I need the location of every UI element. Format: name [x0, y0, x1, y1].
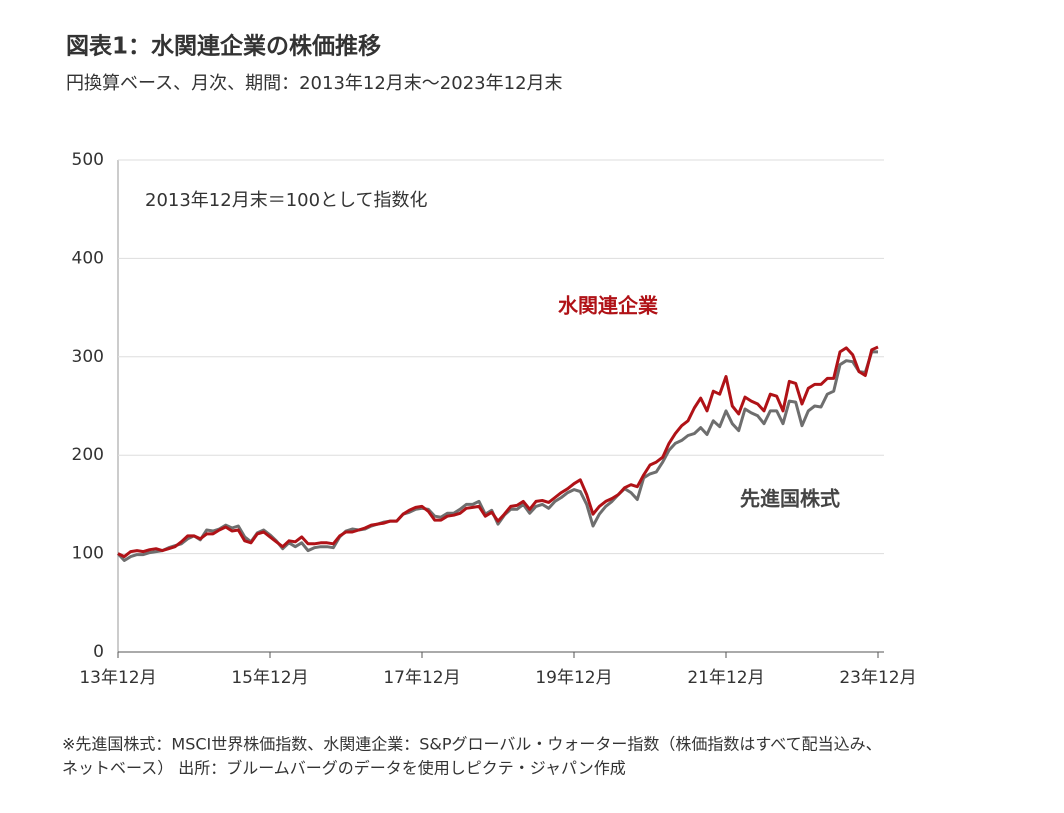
x-tick-label: 19年12月 [535, 668, 612, 688]
series-line [116, 350, 878, 562]
series-label: 先進国株式 [740, 487, 840, 511]
y-tick-label: 100 [72, 544, 104, 564]
x-tick-label: 21年12月 [687, 668, 764, 688]
x-tick-label: 15年12月 [231, 668, 308, 688]
y-tick-label: 0 [93, 642, 104, 662]
x-tick-label: 13年12月 [79, 668, 156, 688]
chart-title: 図表1：水関連企業の株価推移 [66, 33, 381, 60]
chart-subtitle: 円換算ベース、月次、期間：2013年12月末～2023年12月末 [66, 73, 563, 94]
y-tick-label: 500 [72, 150, 104, 170]
y-tick-label: 400 [72, 248, 104, 268]
x-tick-label: 23年12月 [839, 668, 916, 688]
y-tick-label: 200 [72, 445, 104, 465]
footnote: ※先進国株式：MSCI世界株価指数、水関連企業：S&Pグローバル・ウォーター指数… [62, 735, 882, 754]
annotation: 2013年12月末＝100として指数化 [145, 190, 428, 211]
footnote: ネットベース） 出所：ブルームバーグのデータを使用しピクテ・ジャパン作成 [62, 759, 626, 778]
series-label: 水関連企業 [558, 294, 659, 318]
x-tick-label: 17年12月 [383, 668, 460, 688]
y-tick-label: 300 [72, 347, 104, 367]
series-line [117, 345, 879, 559]
